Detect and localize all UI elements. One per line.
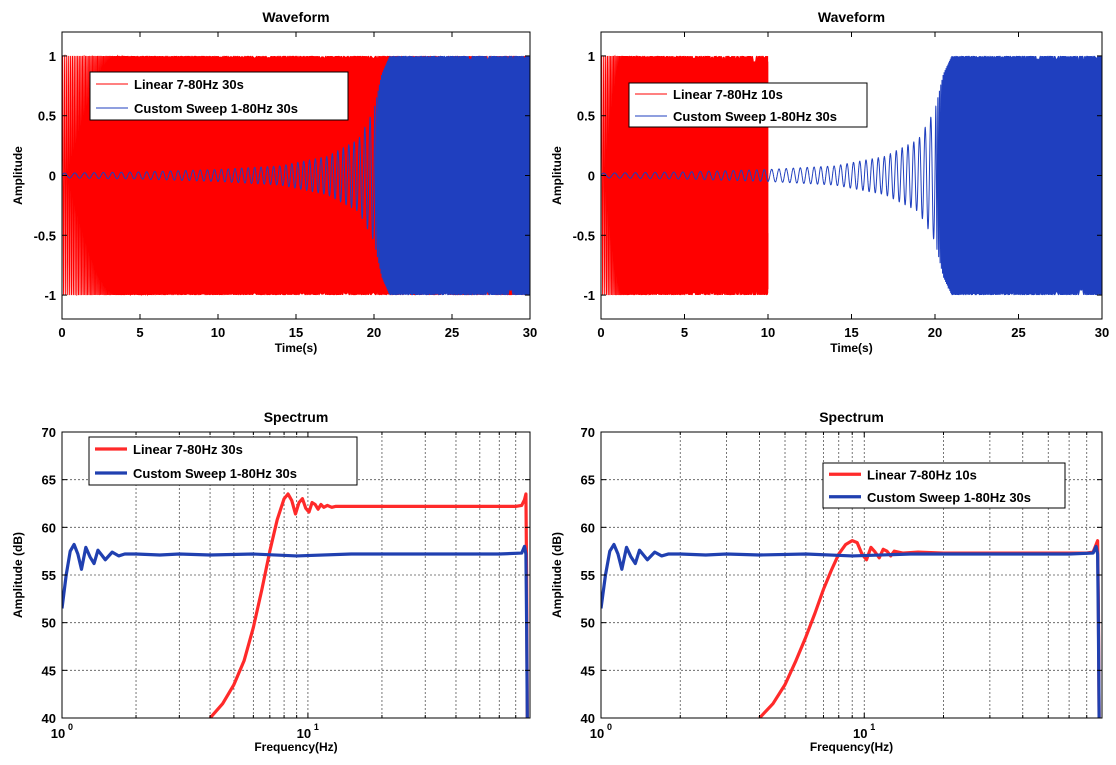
- x-axis-label: Time(s): [830, 341, 872, 355]
- x-tick-label: 10: [590, 726, 604, 741]
- legend: Linear 7-80Hz 30s Custom Sweep 1-80Hz 30s: [89, 71, 349, 121]
- y-tick-label: 45: [581, 663, 595, 678]
- chart-title: Waveform: [818, 9, 885, 25]
- x-tick-label: 15: [289, 325, 303, 340]
- y-tick-label: 50: [42, 616, 56, 631]
- legend-label-2: Custom Sweep 1-80Hz 30s: [134, 101, 298, 116]
- x-tick-label: 25: [445, 325, 459, 340]
- legend: Linear 7-80Hz 30s Custom Sweep 1-80Hz 30s: [88, 436, 358, 486]
- y-axis-label: Amplitude (dB): [550, 532, 564, 618]
- series-group: [601, 539, 1101, 718]
- x-axis-label: Time(s): [275, 341, 317, 355]
- y-tick-label: 1: [588, 49, 595, 64]
- chart-1: -1-0.500.510 5 10 15 20 25 30WaveformTime(s)Am…: [11, 9, 537, 355]
- legend-box: [88, 436, 358, 486]
- x-tick-label-exponent: 0: [607, 722, 612, 732]
- legend: Linear 7-80Hz 10s Custom Sweep 1-80Hz 30s: [628, 82, 868, 128]
- x-axis-label: Frequency(Hz): [254, 740, 337, 754]
- y-tick-label: 65: [42, 473, 56, 488]
- x-tick-label: 10: [211, 325, 225, 340]
- series-line-2: [62, 55, 530, 296]
- series-group: [62, 492, 529, 718]
- series-line-1: [601, 54, 769, 296]
- chart-title: Waveform: [262, 9, 329, 25]
- y-tick-label: 60: [581, 520, 595, 535]
- y-tick-label: -1: [583, 288, 595, 303]
- x-tick-label: 30: [1095, 325, 1109, 340]
- y-tick-label: 70: [581, 425, 595, 440]
- series-group: [601, 54, 1102, 296]
- x-tick-label: 5: [681, 325, 688, 340]
- x-tick-label: 30: [523, 325, 537, 340]
- legend-label-1: Linear 7-80Hz 30s: [134, 77, 244, 92]
- x-tick-label-exponent: 1: [870, 722, 875, 732]
- legend-label-2: Custom Sweep 1-80Hz 30s: [867, 490, 1031, 505]
- x-tick-label: 5: [136, 325, 143, 340]
- x-tick-label-exponent: 0: [68, 722, 73, 732]
- y-tick-label: 1: [49, 49, 56, 64]
- y-axis-label: Amplitude (dB): [11, 532, 25, 618]
- legend: Linear 7-80Hz 10s Custom Sweep 1-80Hz 30s: [822, 462, 1066, 509]
- tick-marks: [61, 32, 531, 319]
- y-tick-label: 55: [581, 568, 595, 583]
- legend-label-2: Custom Sweep 1-80Hz 30s: [133, 466, 297, 481]
- series-line-2: [601, 542, 1101, 718]
- series-line-2: [62, 542, 529, 718]
- legend-label-1: Linear 7-80Hz 10s: [867, 467, 977, 482]
- legend-label-1: Linear 7-80Hz 10s: [673, 87, 783, 102]
- y-axis-label: Amplitude: [550, 146, 564, 205]
- tick-marks: [61, 431, 531, 719]
- y-tick-label: 70: [42, 425, 56, 440]
- x-tick-label: 10: [853, 726, 867, 741]
- x-tick-label: 15: [844, 325, 858, 340]
- y-tick-label: 0.5: [38, 109, 56, 124]
- x-tick-label: 10: [51, 726, 65, 741]
- y-axis-label: Amplitude: [11, 146, 25, 205]
- y-tick-label: 0.5: [577, 109, 595, 124]
- x-axis-label: Frequency(Hz): [810, 740, 893, 754]
- x-tick-label-exponent: 1: [314, 722, 319, 732]
- y-tick-label: 45: [42, 663, 56, 678]
- y-tick-label: -1: [44, 288, 56, 303]
- x-tick-label: 20: [928, 325, 942, 340]
- y-tick-label: 0: [588, 169, 595, 184]
- x-tick-label: 0: [58, 325, 65, 340]
- x-tick-label: 10: [761, 325, 775, 340]
- series-line-1: [208, 492, 529, 718]
- x-tick-label: 0: [597, 325, 604, 340]
- y-tick-label: -0.5: [573, 228, 595, 243]
- tick-marks: [600, 431, 1103, 719]
- y-tick-label: -0.5: [34, 228, 56, 243]
- chart-title: Spectrum: [264, 409, 329, 425]
- y-tick-label: 50: [581, 616, 595, 631]
- y-tick-label: 40: [42, 711, 56, 726]
- chart-title: Spectrum: [819, 409, 884, 425]
- tick-marks: [600, 32, 1103, 319]
- x-tick-label: 25: [1011, 325, 1025, 340]
- x-tick-label: 20: [367, 325, 381, 340]
- legend-box: [822, 462, 1066, 509]
- chart-2: -1-0.500.510 5 10 15 20 25 30WaveformTime(s)Am…: [550, 9, 1109, 355]
- legend-label-2: Custom Sweep 1-80Hz 30s: [673, 109, 837, 124]
- y-tick-label: 40: [581, 711, 595, 726]
- y-tick-label: 65: [581, 473, 595, 488]
- y-tick-label: 0: [49, 169, 56, 184]
- x-tick-label: 10: [297, 726, 311, 741]
- y-tick-label: 55: [42, 568, 56, 583]
- legend-label-1: Linear 7-80Hz 30s: [133, 442, 243, 457]
- legend-box: [89, 71, 349, 121]
- legend-box: [628, 82, 868, 128]
- series-line-2: [601, 55, 1102, 296]
- y-tick-label: 60: [42, 520, 56, 535]
